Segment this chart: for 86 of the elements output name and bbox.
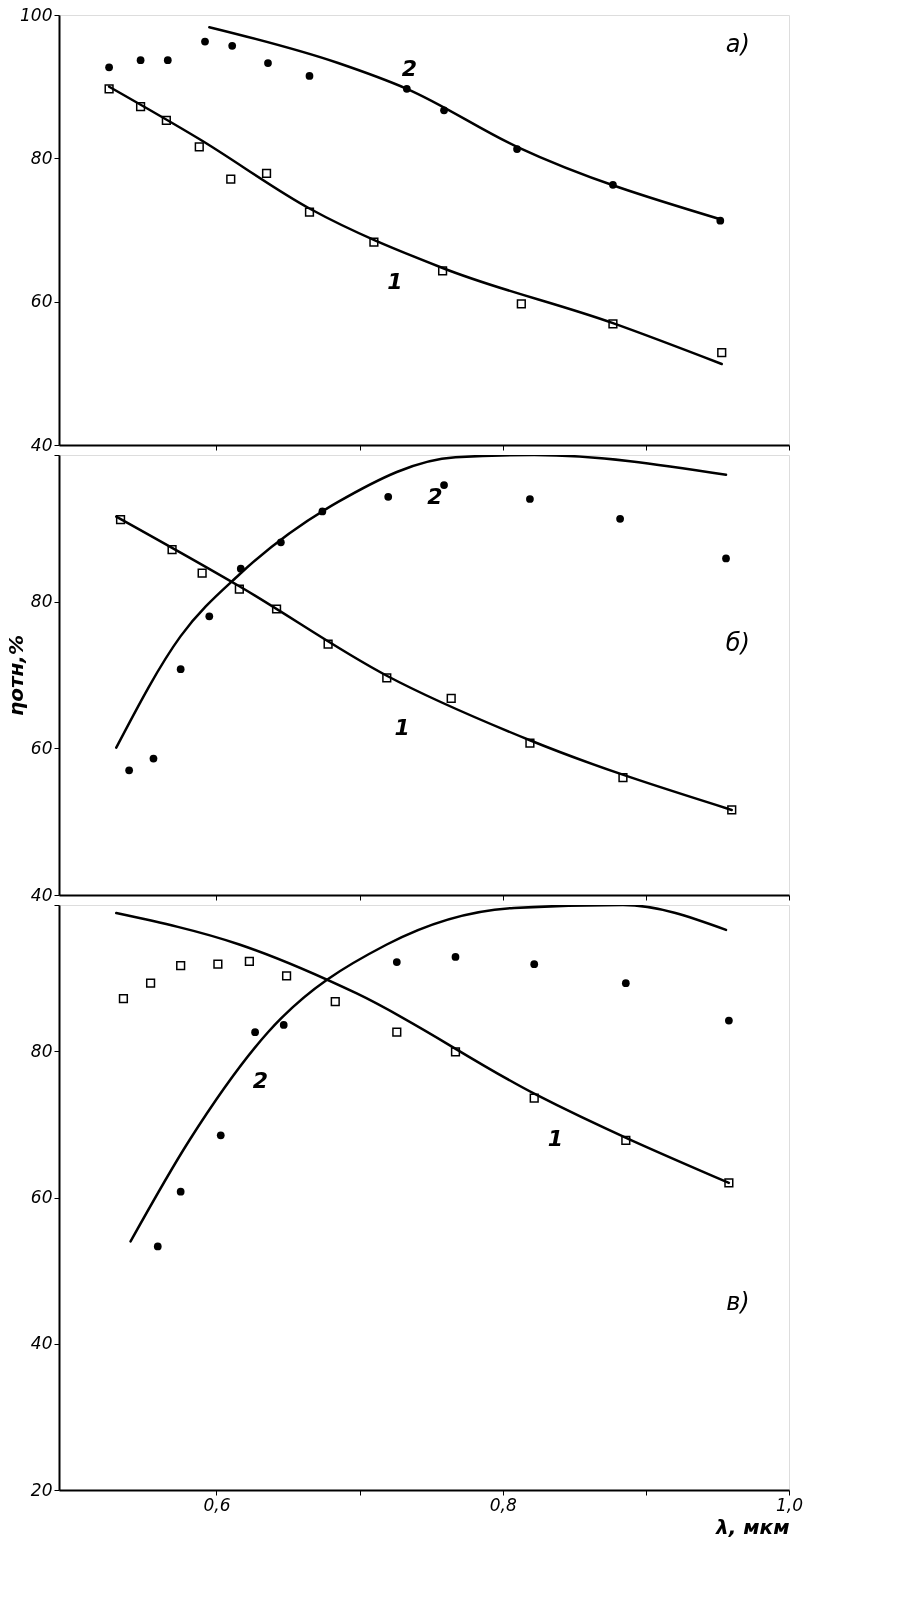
point <box>176 1187 185 1196</box>
point <box>392 958 401 966</box>
point <box>384 492 393 501</box>
point <box>446 693 456 704</box>
point <box>234 584 244 594</box>
point <box>279 1021 288 1029</box>
x-tick-label: 0,6 <box>203 1494 231 1515</box>
point <box>251 1028 259 1037</box>
point <box>271 604 282 614</box>
point <box>621 979 630 988</box>
point <box>135 102 146 112</box>
x-tick-label: 0,8 <box>489 1494 517 1515</box>
point <box>722 554 730 563</box>
point <box>727 805 737 815</box>
point <box>153 1242 162 1251</box>
annotation: 2 <box>401 55 418 81</box>
point <box>323 639 333 649</box>
point <box>281 971 292 981</box>
point <box>261 168 272 179</box>
annotation: 2 <box>252 1067 269 1093</box>
y-tick-label: 60 <box>30 1187 53 1207</box>
point <box>149 754 158 763</box>
y-axis-title: ηотн,% <box>3 634 28 717</box>
point <box>115 514 126 525</box>
point <box>392 1027 402 1037</box>
y-tick-label: 80 <box>30 1040 53 1061</box>
x-axis-title: λ, мкм <box>715 1514 790 1539</box>
point <box>163 56 172 65</box>
point <box>440 481 448 489</box>
y-tick-label: 60 <box>30 291 53 312</box>
point <box>608 319 618 329</box>
y-tick-label: 20 <box>30 1479 53 1500</box>
point <box>382 673 392 683</box>
point <box>104 84 114 94</box>
point <box>201 37 209 46</box>
annotation: 1 <box>387 268 403 294</box>
point <box>530 960 539 969</box>
point <box>125 766 134 775</box>
point <box>516 299 526 309</box>
point <box>525 738 535 748</box>
annotation: а) <box>725 30 750 59</box>
point <box>176 961 186 971</box>
point <box>167 544 177 555</box>
annotation: б) <box>725 629 750 658</box>
point <box>616 514 624 523</box>
point <box>451 953 460 961</box>
y-tick-label: 40 <box>30 1333 53 1354</box>
point <box>244 956 254 966</box>
annotation: 1 <box>547 1126 564 1151</box>
x-tick-label: 1,0 <box>775 1494 804 1515</box>
point <box>194 142 204 152</box>
point <box>161 115 171 125</box>
y-tick-label: 60 <box>30 737 53 758</box>
point <box>176 665 185 673</box>
point <box>621 1135 631 1146</box>
point <box>529 1093 539 1103</box>
point <box>213 959 223 969</box>
point <box>304 207 315 217</box>
y-tick-label: 100 <box>20 4 53 25</box>
point <box>717 347 727 358</box>
point <box>725 1016 733 1025</box>
point <box>197 568 207 578</box>
annotation: 2 <box>427 483 443 509</box>
point <box>105 63 113 72</box>
point <box>437 266 448 276</box>
annotation: 1 <box>394 714 410 740</box>
point <box>216 1131 225 1140</box>
y-tick-label: 80 <box>30 147 53 168</box>
point <box>145 978 156 988</box>
point <box>450 1047 461 1057</box>
point <box>526 495 534 503</box>
point <box>330 996 340 1007</box>
point <box>136 56 145 65</box>
point <box>369 237 379 247</box>
point <box>118 993 129 1004</box>
point <box>618 773 628 783</box>
annotation: в) <box>726 1287 750 1316</box>
point <box>228 41 237 50</box>
point <box>724 1178 734 1188</box>
point <box>226 174 236 184</box>
point <box>305 72 314 80</box>
y-tick-label: 40 <box>30 884 53 905</box>
point <box>264 59 272 67</box>
y-tick-label: 80 <box>30 591 53 612</box>
y-tick-label: 40 <box>30 434 53 455</box>
point <box>205 612 214 621</box>
